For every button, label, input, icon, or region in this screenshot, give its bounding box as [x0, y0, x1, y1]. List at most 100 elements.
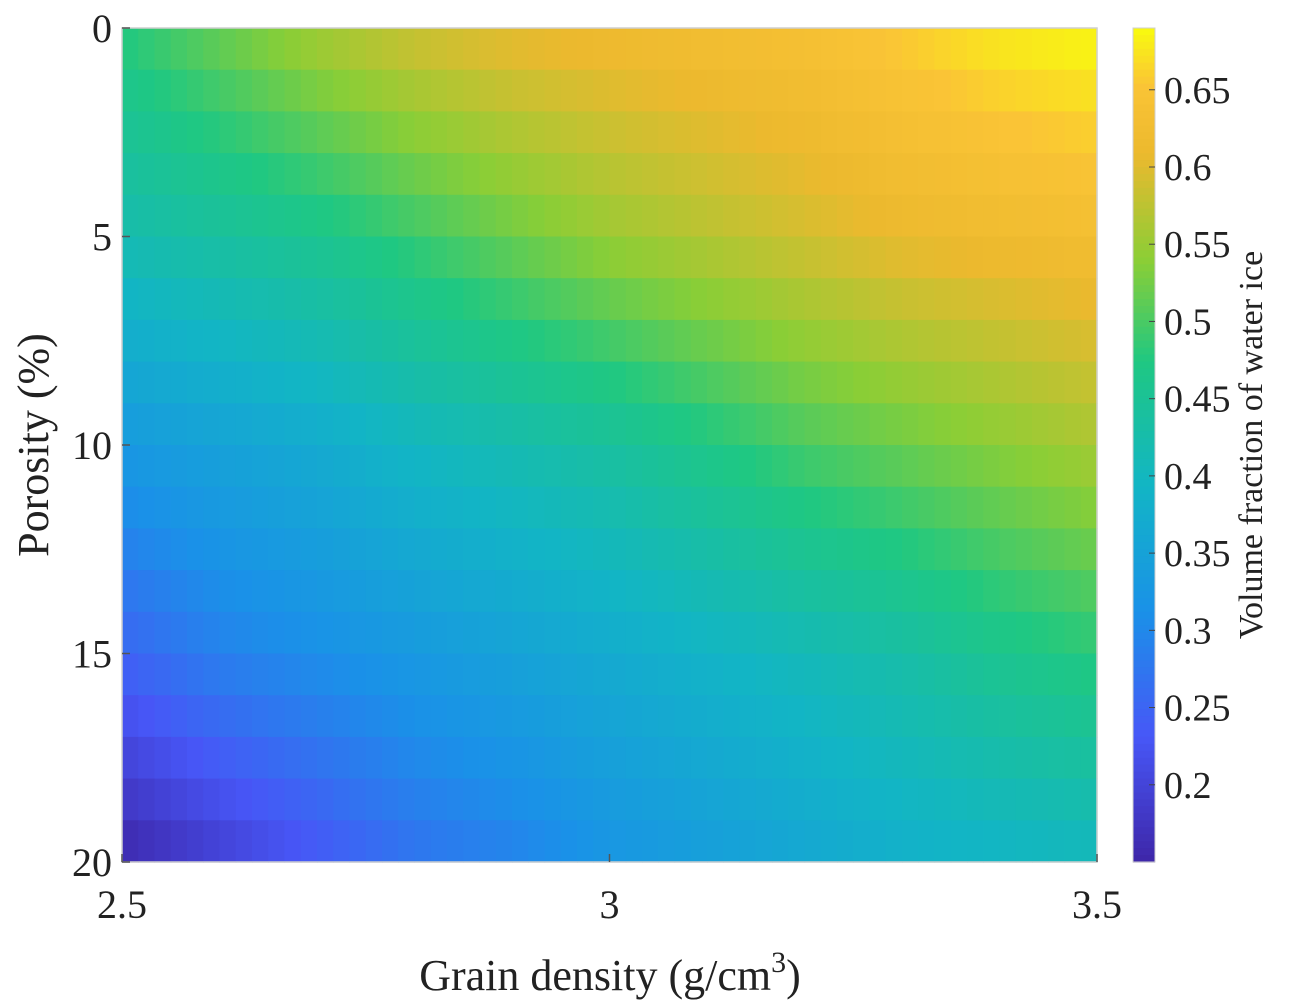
- colorbar-segment: [1133, 347, 1155, 356]
- heatmap-cell: [593, 820, 611, 863]
- heatmap-cell: [837, 278, 854, 321]
- heatmap-cell: [642, 820, 659, 863]
- heatmap-cell: [577, 361, 594, 404]
- heatmap-cell: [934, 611, 952, 655]
- heatmap-cell: [577, 153, 594, 196]
- heatmap-cell: [495, 695, 513, 738]
- heatmap-cell: [885, 778, 903, 821]
- heatmap-cell: [788, 528, 806, 571]
- heatmap-cell: [414, 111, 432, 154]
- heatmap-cell: [885, 403, 903, 446]
- heatmap-cell: [577, 69, 594, 112]
- heatmap-cell: [837, 653, 854, 696]
- heatmap-cell: [577, 278, 594, 321]
- heatmap-cell: [495, 445, 513, 488]
- heatmap-cell: [317, 736, 334, 780]
- colorbar-segment: [1133, 841, 1155, 849]
- colorbar-segment: [1133, 597, 1155, 606]
- heatmap-cell: [642, 278, 659, 321]
- heatmap-cell: [625, 319, 643, 363]
- heatmap-cell: [187, 278, 204, 321]
- colorbar-tick-label: 0.25: [1164, 688, 1231, 730]
- heatmap-cell: [544, 278, 562, 321]
- heatmap-cell: [203, 486, 221, 529]
- heatmap-cell: [918, 403, 936, 446]
- heatmap-cell: [837, 486, 854, 529]
- colorbar-segment: [1133, 236, 1155, 245]
- heatmap-cell: [853, 194, 871, 238]
- heatmap-cell: [1032, 361, 1049, 404]
- heatmap-cell: [1080, 69, 1098, 112]
- colorbar-segment: [1133, 667, 1155, 675]
- heatmap-cell: [365, 611, 383, 655]
- heatmap-cell: [203, 28, 221, 71]
- heatmap-cell: [577, 445, 594, 488]
- heatmap-cell: [967, 445, 984, 488]
- y-axis-title: Porosity (%): [9, 333, 58, 557]
- heatmap-cell: [203, 528, 221, 571]
- heatmap-cell: [138, 69, 156, 112]
- heatmap-cell: [885, 361, 903, 404]
- heatmap-cell: [398, 153, 416, 196]
- heatmap-cell: [349, 319, 367, 363]
- heatmap-cell: [382, 361, 399, 404]
- heatmap-cell: [560, 486, 578, 529]
- heatmap-cell: [333, 778, 351, 821]
- heatmap-cell: [1015, 653, 1033, 696]
- heatmap-cell: [869, 695, 887, 738]
- heatmap-cell: [138, 194, 156, 238]
- heatmap-cell: [479, 361, 497, 404]
- heatmap-cell: [983, 778, 1001, 821]
- heatmap-cell: [495, 319, 513, 363]
- heatmap-cell: [869, 570, 887, 613]
- colorbar-tick-label: 0.4: [1164, 456, 1212, 498]
- heatmap-cell: [837, 361, 854, 404]
- heatmap-cell: [544, 361, 562, 404]
- heatmap-cell: [658, 820, 676, 863]
- colorbar-segment: [1133, 229, 1155, 238]
- heatmap-cell: [154, 236, 172, 279]
- heatmap-cell: [349, 570, 367, 613]
- colorbar-segment: [1133, 632, 1155, 641]
- x-tick-label: 3.5: [1072, 882, 1122, 927]
- heatmap-cell: [463, 653, 481, 696]
- heatmap-cell: [1048, 736, 1066, 780]
- heatmap-cell: [349, 695, 367, 738]
- heatmap-cell: [577, 403, 594, 446]
- colorbar-segment: [1133, 542, 1155, 550]
- heatmap-cell: [333, 445, 351, 488]
- heatmap-cell: [268, 111, 286, 154]
- heatmap-cell: [1048, 778, 1066, 821]
- heatmap-cell: [430, 486, 448, 529]
- heatmap-cell: [187, 28, 204, 71]
- heatmap-cell: [999, 778, 1017, 821]
- heatmap-cell: [902, 361, 919, 404]
- heatmap-cell: [349, 194, 367, 238]
- heatmap-cell: [902, 236, 919, 279]
- heatmap-cell: [203, 611, 221, 655]
- heatmap-cell: [674, 695, 692, 738]
- heatmap-cell: [869, 153, 887, 196]
- heatmap-cell: [512, 570, 529, 613]
- colorbar-segment: [1133, 208, 1155, 217]
- heatmap-cell: [398, 611, 416, 655]
- heatmap-cell: [1064, 778, 1082, 821]
- heatmap-cell: [609, 445, 627, 488]
- heatmap-cell: [690, 153, 708, 196]
- heatmap-cell: [804, 278, 822, 321]
- heatmap-cell: [1032, 486, 1049, 529]
- heatmap-cell: [983, 611, 1001, 655]
- heatmap-cell: [934, 236, 952, 279]
- heatmap-cell: [723, 445, 741, 488]
- colorbar-segment: [1133, 69, 1155, 78]
- colorbar-segment: [1133, 146, 1155, 154]
- heatmap-cell: [853, 778, 871, 821]
- heatmap-cell: [138, 319, 156, 363]
- heatmap-cell: [268, 194, 286, 238]
- heatmap-cell: [398, 236, 416, 279]
- colorbar-tick-label: 0.65: [1164, 70, 1231, 112]
- heatmap-cell: [479, 236, 497, 279]
- colorbar-ticks: 0.2 0.25 0.3 0.35 0.4 0.45 0.5 0.55 0.6 0.65: [1149, 70, 1231, 807]
- heatmap-cell: [674, 611, 692, 655]
- heatmap-cell: [219, 570, 237, 613]
